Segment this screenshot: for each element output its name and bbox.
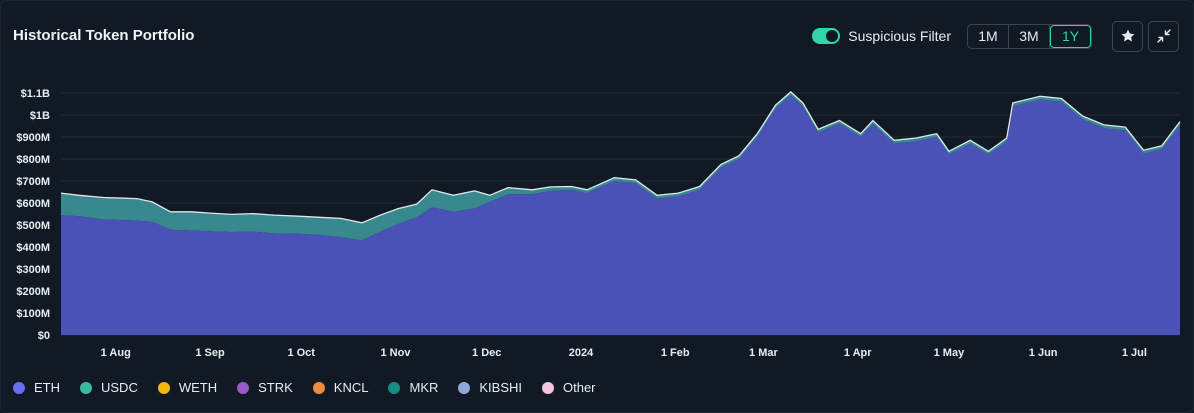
x-tick-label: 1 Sep bbox=[195, 347, 225, 359]
x-tick-label: 1 May bbox=[934, 347, 965, 359]
y-tick-label: $800M bbox=[16, 154, 50, 166]
series-area-eth bbox=[61, 95, 1180, 335]
x-tick-label: 1 Feb bbox=[661, 347, 690, 359]
x-tick-label: 1 Mar bbox=[749, 347, 778, 359]
y-tick-label: $1.1B bbox=[21, 88, 50, 100]
legend-item[interactable]: ETH bbox=[13, 380, 60, 395]
y-tick-label: $200M bbox=[16, 286, 50, 298]
range-3m-button[interactable]: 3M bbox=[1009, 24, 1050, 48]
y-tick-label: $300M bbox=[16, 264, 50, 276]
y-tick-label: $100M bbox=[16, 308, 50, 320]
y-tick-label: $0 bbox=[38, 330, 50, 342]
y-tick-label: $700M bbox=[16, 176, 50, 188]
legend-item[interactable]: KNCL bbox=[312, 380, 369, 395]
legend-swatch bbox=[237, 381, 250, 394]
toggle-knob bbox=[826, 30, 839, 42]
chart-legend: ETH USDC WETH STRK KNCL MKR KIBSHI Other bbox=[13, 380, 616, 395]
legend-label: MKR bbox=[409, 380, 439, 395]
legend-label: Other bbox=[563, 380, 596, 395]
y-tick-label: $1B bbox=[30, 110, 50, 122]
legend-label: KIBSHI bbox=[479, 380, 522, 395]
x-tick-label: 1 Nov bbox=[380, 347, 411, 359]
legend-label: KNCL bbox=[333, 380, 369, 395]
legend-swatch bbox=[388, 381, 401, 394]
x-tick-label: 1 Oct bbox=[287, 347, 315, 359]
range-1m-button[interactable]: 1M bbox=[968, 24, 1009, 48]
legend-item[interactable]: MKR bbox=[388, 380, 438, 395]
collapse-button[interactable] bbox=[1148, 20, 1179, 52]
legend-label: WETH bbox=[178, 380, 218, 395]
legend-item[interactable]: KIBSHI bbox=[458, 380, 522, 395]
x-tick-label: 1 Dec bbox=[472, 347, 501, 359]
legend-item[interactable]: USDC bbox=[80, 380, 138, 395]
y-tick-label: $400M bbox=[16, 242, 50, 254]
y-tick-label: $900M bbox=[16, 132, 50, 144]
y-tick-label: $600M bbox=[16, 198, 50, 210]
range-1y-button[interactable]: 1Y bbox=[1050, 24, 1091, 48]
legend-swatch bbox=[312, 381, 325, 394]
series-line-total bbox=[60, 91, 1181, 224]
series-area-usdc bbox=[61, 91, 1180, 241]
favorite-button[interactable] bbox=[1112, 20, 1143, 52]
star-icon bbox=[1121, 29, 1134, 42]
legend-label: STRK bbox=[258, 380, 293, 395]
x-tick-label: 1 Aug bbox=[101, 347, 131, 359]
chart-controls: Suspicious Filter 1M 3M 1Y bbox=[812, 20, 1179, 52]
legend-label: ETH bbox=[34, 380, 60, 395]
legend-swatch bbox=[157, 381, 170, 394]
legend-item[interactable]: STRK bbox=[237, 380, 293, 395]
legend-swatch bbox=[80, 381, 92, 394]
x-tick-label: 1 Apr bbox=[844, 347, 872, 359]
legend-label: USDC bbox=[101, 380, 138, 395]
range-selector: 1M 3M 1Y bbox=[967, 23, 1092, 49]
suspicious-filter-toggle[interactable]: Suspicious Filter bbox=[812, 28, 951, 44]
page-title: Historical Token Portfolio bbox=[13, 27, 195, 44]
x-tick-label: 1 Jul bbox=[1122, 347, 1147, 359]
legend-item[interactable]: Other bbox=[542, 380, 596, 395]
legend-swatch bbox=[542, 381, 554, 394]
y-tick-label: $500M bbox=[16, 220, 50, 232]
x-tick-label: 1 Jun bbox=[1029, 347, 1058, 359]
legend-item[interactable]: WETH bbox=[157, 380, 218, 395]
suspicious-filter-label: Suspicious Filter bbox=[848, 28, 951, 44]
x-tick-label: 2024 bbox=[569, 347, 594, 359]
collapse-icon bbox=[1156, 29, 1171, 43]
legend-swatch bbox=[458, 381, 471, 394]
legend-swatch bbox=[13, 381, 25, 394]
toggle-switch[interactable] bbox=[812, 28, 841, 44]
